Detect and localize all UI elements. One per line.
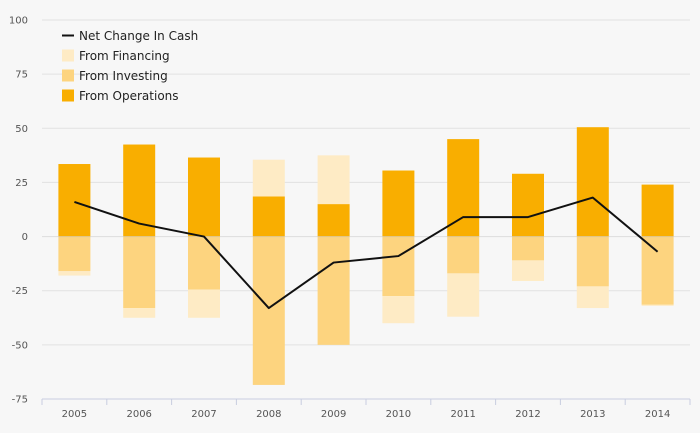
y-tick-label: 25 bbox=[15, 178, 28, 189]
y-tick-label: 100 bbox=[9, 16, 28, 27]
bar-from-financing-2007 bbox=[188, 289, 220, 318]
bar-from-operations-2007 bbox=[188, 157, 220, 237]
bar-from-operations-2011 bbox=[447, 139, 480, 237]
bar-from-operations-2005 bbox=[58, 164, 91, 237]
bar-from-investing-2012 bbox=[512, 236, 544, 261]
bar-from-financing-2008 bbox=[252, 159, 285, 197]
bar-from-financing-2006 bbox=[123, 308, 156, 318]
y-tick-label: 0 bbox=[22, 232, 28, 243]
bar-from-operations-2013 bbox=[576, 127, 609, 237]
x-tick-label: 2010 bbox=[386, 409, 411, 420]
y-tick-label: 75 bbox=[15, 70, 28, 81]
bar-from-operations-2012 bbox=[512, 173, 544, 237]
x-tick-label: 2014 bbox=[645, 409, 670, 420]
bar-from-financing-2010 bbox=[382, 296, 415, 324]
x-tick-label: 2009 bbox=[321, 409, 346, 420]
bar-from-financing-2012 bbox=[512, 260, 544, 281]
bar-from-operations-2010 bbox=[382, 170, 415, 237]
legend-label: From Investing bbox=[79, 69, 168, 83]
bar-from-operations-2006 bbox=[123, 144, 156, 237]
bar-from-investing-2009 bbox=[317, 236, 350, 345]
bar-from-investing-2007 bbox=[188, 236, 220, 290]
line-net-change-in-cash bbox=[74, 196, 659, 310]
x-tick-label: 2007 bbox=[191, 409, 216, 420]
bar-from-investing-2014 bbox=[641, 236, 674, 305]
bar-from-investing-2013 bbox=[576, 236, 609, 287]
bar-from-financing-2005 bbox=[58, 271, 91, 276]
bar-from-investing-2011 bbox=[447, 236, 480, 274]
legend-label: From Financing bbox=[79, 49, 170, 63]
y-tick-label: -75 bbox=[12, 395, 28, 406]
legend-label: Net Change In Cash bbox=[79, 29, 198, 43]
legend-label: From Operations bbox=[79, 89, 179, 103]
bar-from-investing-2008 bbox=[252, 236, 285, 385]
x-tick-label: 2008 bbox=[256, 409, 281, 420]
x-tick-label: 2013 bbox=[580, 409, 605, 420]
bar-from-operations-2014 bbox=[641, 184, 674, 237]
y-tick-label: 50 bbox=[15, 124, 28, 135]
legend-box-swatch bbox=[62, 69, 74, 82]
y-tick-label: -25 bbox=[12, 286, 28, 297]
bar-from-operations-2008 bbox=[252, 196, 285, 237]
bar-from-investing-2010 bbox=[382, 236, 415, 297]
bar-from-financing-2014 bbox=[641, 304, 674, 306]
legend-box-swatch bbox=[62, 49, 74, 62]
bar-from-financing-2011 bbox=[447, 273, 480, 317]
bar-from-investing-2006 bbox=[123, 236, 156, 309]
bar-from-financing-2009 bbox=[317, 155, 350, 205]
bar-from-financing-2013 bbox=[576, 286, 609, 309]
bar-from-operations-2009 bbox=[317, 204, 350, 237]
x-tick-label: 2012 bbox=[515, 409, 540, 420]
legend-box-swatch bbox=[62, 89, 74, 102]
bar-from-investing-2005 bbox=[58, 236, 91, 272]
x-tick-label: 2006 bbox=[126, 409, 151, 420]
x-tick-label: 2011 bbox=[450, 409, 475, 420]
x-tick-label: 2005 bbox=[62, 409, 87, 420]
y-tick-label: -50 bbox=[12, 340, 28, 351]
